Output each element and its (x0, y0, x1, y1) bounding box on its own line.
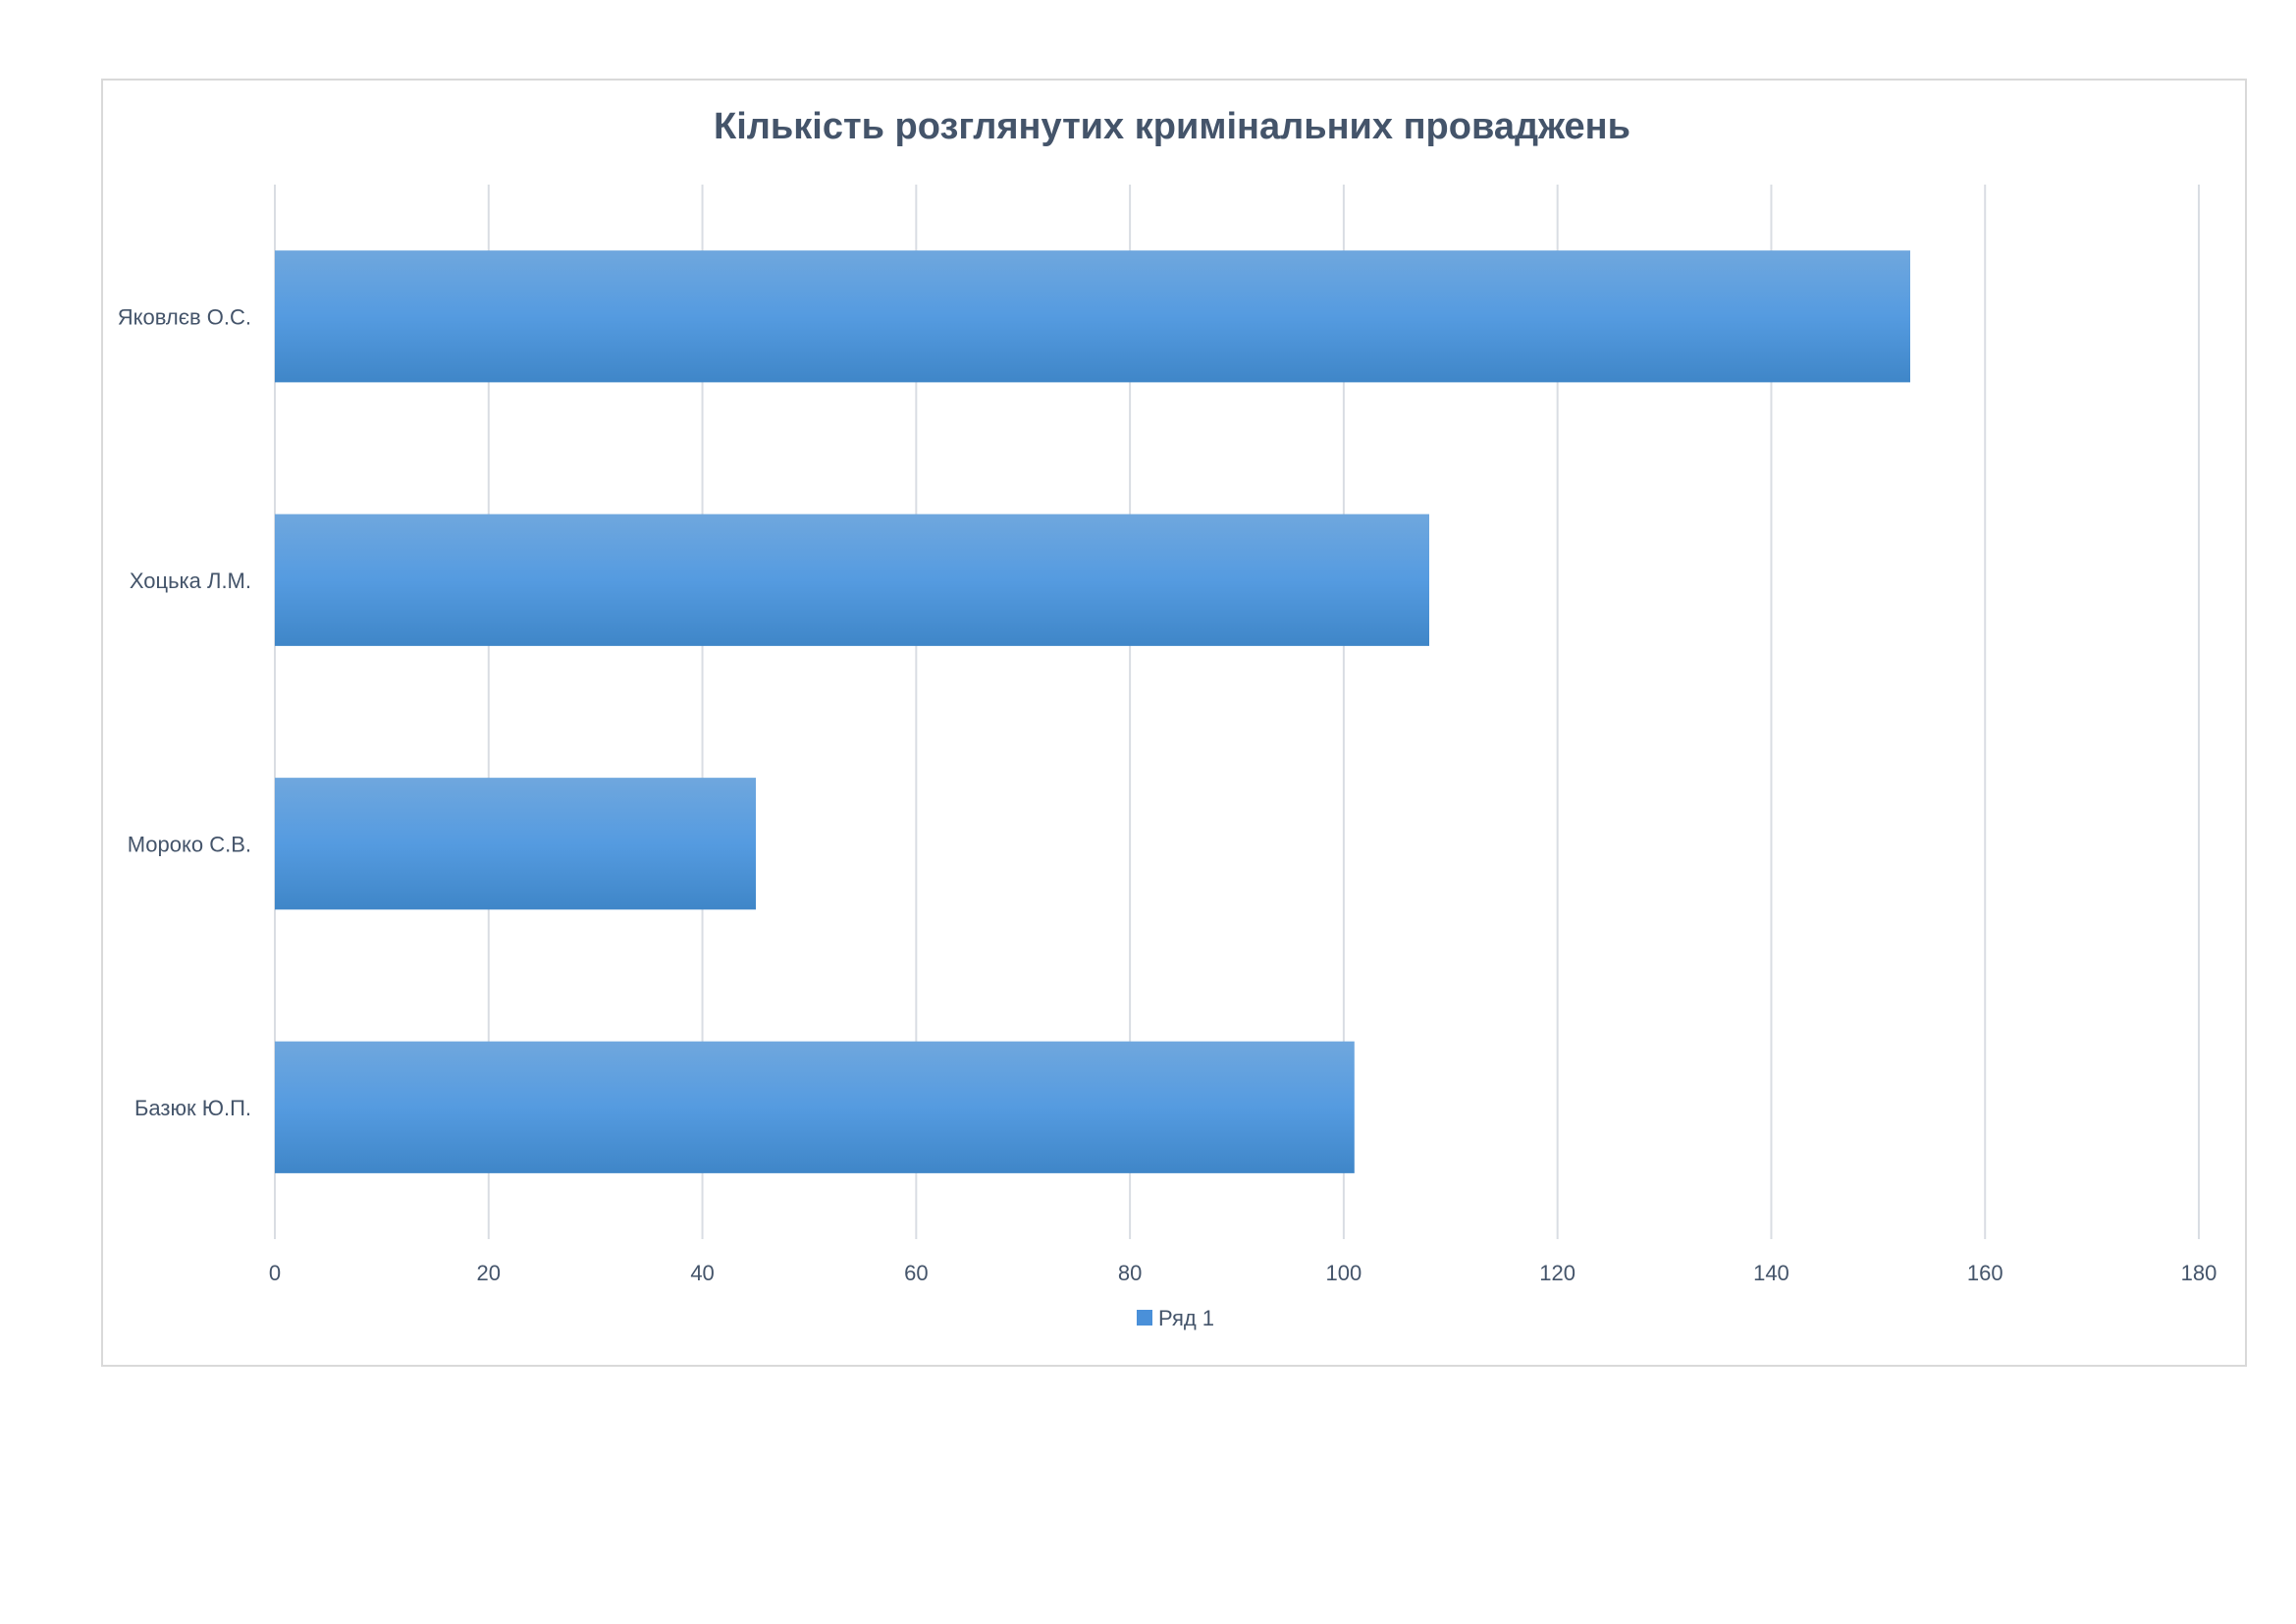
bars (275, 250, 1910, 1173)
legend-label: Ряд 1 (1158, 1306, 1214, 1330)
category-label: Хоцька Л.М. (130, 568, 251, 593)
x-tick-label: 20 (477, 1261, 501, 1285)
x-tick-label: 180 (2181, 1261, 2217, 1285)
category-label: Яковлєв О.С. (118, 304, 251, 329)
x-tick-label: 160 (1967, 1261, 2003, 1285)
category-label: Базюк Ю.П. (134, 1096, 251, 1120)
x-tick-label: 80 (1118, 1261, 1142, 1285)
x-tick-label: 40 (690, 1261, 714, 1285)
x-tick-label: 60 (904, 1261, 928, 1285)
x-tick-label: 140 (1753, 1261, 1789, 1285)
legend: Ряд 1 (1137, 1306, 1214, 1330)
bar (275, 250, 1910, 383)
bar (275, 1041, 1355, 1173)
x-tick-label: 120 (1539, 1261, 1575, 1285)
x-axis-tick-labels: 0 20 40 60 80 100 120 140 160 180 (269, 1261, 2216, 1285)
category-labels: Яковлєв О.С. Хоцька Л.М. Мороко С.В. Базюк … (118, 304, 251, 1120)
category-label: Мороко С.В. (128, 832, 251, 856)
bar (275, 514, 1429, 646)
bar (275, 778, 756, 910)
x-tick-label: 0 (269, 1261, 281, 1285)
chart-title: Кількість розглянутих кримінальних прова… (714, 106, 1630, 147)
x-tick-label: 100 (1326, 1261, 1362, 1285)
legend-swatch (1137, 1310, 1152, 1326)
